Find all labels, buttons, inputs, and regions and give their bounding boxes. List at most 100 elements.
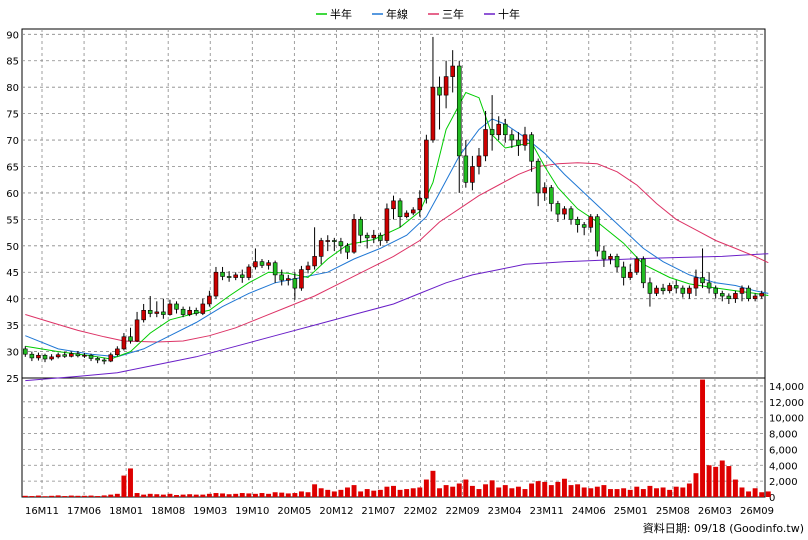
volume-bar (351, 485, 357, 497)
volume-bar (496, 487, 502, 497)
candle-body (450, 65, 455, 77)
candle (371, 229, 377, 244)
volume-bar (377, 489, 383, 497)
volume-bar (22, 495, 28, 497)
volume-bar (476, 489, 482, 497)
volume-bar (180, 494, 186, 497)
volume-bar (49, 495, 55, 497)
volume-bar (450, 486, 456, 497)
candle-body (759, 293, 764, 297)
candle-body (154, 311, 160, 314)
y-tick-label: 65 (6, 162, 19, 173)
candle-body (595, 216, 600, 252)
candle (719, 290, 725, 302)
volume-bar (647, 485, 653, 497)
candle (535, 158, 541, 207)
candle (286, 274, 291, 286)
candle-body (42, 354, 48, 360)
candle (299, 265, 304, 291)
candle (496, 116, 501, 141)
candle (338, 237, 344, 254)
candle (641, 256, 646, 289)
candle (226, 271, 232, 282)
candle (128, 327, 133, 344)
volume-bar (318, 488, 324, 497)
volume-bar (469, 485, 475, 497)
volume-bar (700, 379, 706, 497)
candle (621, 261, 626, 286)
candle-body (174, 303, 179, 310)
candle-body (233, 274, 238, 278)
candle (193, 307, 199, 316)
candle (608, 253, 613, 265)
candle-body (535, 160, 541, 194)
candle (424, 134, 429, 204)
volume-bar (252, 493, 258, 497)
candle-body (489, 129, 495, 136)
volume-bar (285, 493, 291, 497)
candle-body (220, 271, 225, 277)
volume-bar (68, 495, 74, 497)
candle-body (378, 234, 383, 241)
candle (364, 232, 370, 249)
candle-body (292, 278, 298, 289)
volume-bar (739, 487, 745, 497)
candle-body (562, 208, 567, 215)
volume-bar (555, 481, 561, 497)
candle-body (23, 348, 28, 355)
y-tick-label: 90 (6, 30, 19, 41)
volume-bar (680, 487, 686, 497)
volume-bar (640, 489, 646, 497)
candle (266, 260, 271, 270)
x-tick-label: 19M03 (193, 506, 227, 517)
candle-body (253, 261, 258, 268)
volume-bar (121, 475, 127, 497)
x-tick-label: 18M01 (109, 506, 143, 517)
candle-body (608, 256, 613, 260)
candle (180, 306, 186, 318)
candle-body (752, 295, 758, 299)
candle (200, 298, 206, 316)
volume-bar (134, 493, 140, 497)
volume-bar (200, 494, 206, 497)
candle-body (200, 303, 206, 314)
candle (746, 285, 751, 302)
volume-bar (108, 494, 114, 497)
candle-body (746, 287, 751, 299)
candle-body (128, 336, 133, 342)
candle-body (588, 216, 594, 228)
volume-tick-label: 0 (769, 493, 775, 504)
candle (647, 277, 653, 307)
candle (174, 301, 179, 314)
volume-bars (22, 379, 771, 497)
candle (667, 282, 672, 294)
candle (213, 266, 219, 299)
volume-tick-label: 10,000 (769, 414, 804, 425)
candle-body (404, 212, 409, 218)
volume-bar (312, 484, 318, 497)
legend-item: 年線 (372, 7, 408, 21)
candle-body (108, 354, 114, 362)
candle (601, 245, 607, 267)
candle (358, 216, 363, 244)
volume-bar (660, 487, 666, 497)
candle-body (601, 250, 607, 260)
candle-body (121, 336, 127, 350)
candle-body (345, 245, 350, 253)
volume-bar (213, 493, 219, 497)
y-tick-label: 70 (6, 136, 19, 147)
volume-tick-label: 2,000 (769, 477, 798, 488)
candle (207, 290, 212, 307)
volume-bar (667, 489, 673, 497)
candle-body (529, 134, 534, 162)
volume-bar (456, 483, 462, 497)
volume-bar (81, 495, 87, 497)
footer-text: 資料日期: 09/18 (Goodinfo.tw) (643, 521, 804, 535)
volume-bar (266, 493, 272, 497)
x-tick-label: 22M02 (403, 506, 437, 517)
candle (489, 95, 495, 151)
candle-body (167, 303, 173, 315)
y-tick-label: 40 (6, 295, 19, 306)
